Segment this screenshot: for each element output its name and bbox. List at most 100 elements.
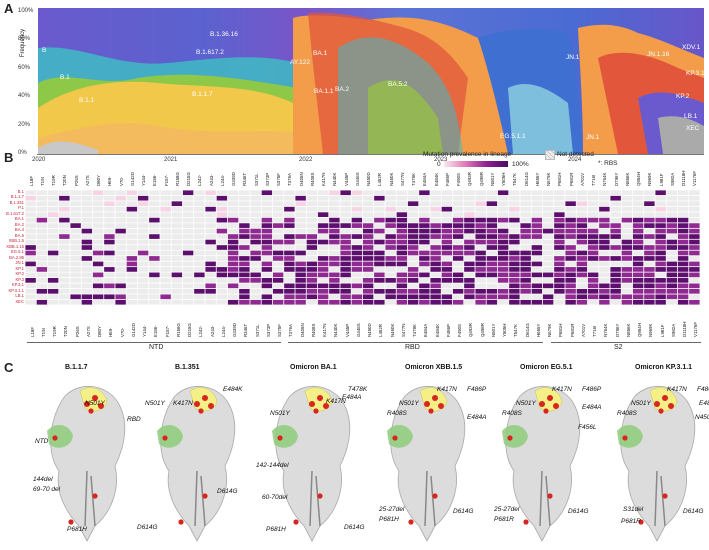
- heatmap-cell-empty: [295, 245, 306, 250]
- heatmap-cell-empty: [59, 299, 70, 305]
- region-s2: S2: [614, 344, 623, 351]
- heatmap-cell-empty: [644, 212, 655, 217]
- heatmap-cell-empty: [486, 278, 498, 283]
- lineage-label: BA.5: [14, 232, 24, 238]
- heatmap-cell: [396, 278, 408, 283]
- heatmap-cell-empty: [531, 239, 543, 245]
- heatmap-cell-empty: [396, 190, 408, 196]
- heatmap-cell-empty: [542, 195, 554, 201]
- heatmap-cell: [216, 212, 228, 217]
- mutation-label-bottom: F486P: [445, 324, 451, 337]
- mutation-label-top: S477N: [399, 172, 405, 186]
- mutation-heatmap: [25, 190, 700, 305]
- heatmap-cell-empty: [576, 283, 588, 289]
- heatmap-cell-empty: [689, 294, 700, 300]
- heatmap-cell: [182, 190, 194, 196]
- mutation-label-top: K417N: [321, 172, 327, 186]
- heatmap-cell-empty: [171, 234, 183, 239]
- mutation-label-bottom: D80Y: [97, 326, 103, 337]
- heatmap-cell: [576, 272, 588, 278]
- heatmap-cell: [115, 195, 126, 201]
- mutation-label-bottom: A27S: [85, 326, 91, 337]
- heatmap-cell: [599, 283, 610, 289]
- heatmap-cell-empty: [576, 195, 588, 201]
- mutation-annotation: N501Y: [631, 400, 651, 407]
- mutation-label-bottom: N440K: [333, 323, 339, 337]
- heatmap-cell-empty: [182, 217, 194, 223]
- heatmap-cell: [396, 245, 408, 250]
- heatmap-cell: [632, 261, 644, 267]
- heatmap-cell-empty: [340, 212, 351, 217]
- heatmap-cell: [351, 206, 363, 212]
- heatmap-cell: [554, 239, 565, 245]
- heatmap-cell: [329, 228, 340, 234]
- heatmap-cell: [81, 256, 93, 261]
- heatmap-cell-empty: [149, 278, 160, 283]
- heatmap-cell-empty: [160, 278, 171, 283]
- heatmap-cell-empty: [81, 223, 93, 228]
- heatmap-cell-empty: [160, 288, 171, 294]
- heatmap-cell-empty: [576, 206, 588, 212]
- heatmap-cell-empty: [104, 212, 115, 217]
- heatmap-cell-empty: [36, 245, 48, 250]
- heatmap-cell-empty: [194, 267, 205, 272]
- heatmap-cell-empty: [306, 217, 318, 223]
- heatmap-cell-empty: [531, 206, 543, 212]
- heatmap-cell-empty: [340, 195, 351, 201]
- heatmap-cell-empty: [92, 206, 104, 212]
- heatmap-cell-empty: [261, 195, 273, 201]
- stream-label: BA.2: [335, 86, 350, 93]
- heatmap-cell-empty: [441, 195, 453, 201]
- heatmap-cell-empty: [677, 206, 689, 212]
- heatmap-cell-empty: [47, 206, 59, 212]
- heatmap-cell-empty: [137, 267, 149, 272]
- stream-label: B.1: [60, 74, 70, 81]
- heatmap-cell: [126, 267, 138, 272]
- panel-b-letter: B: [4, 150, 14, 165]
- heatmap-cell-empty: [182, 212, 194, 217]
- heatmap-cell-empty: [59, 272, 70, 278]
- mutation-label-top: N764K: [602, 172, 608, 186]
- heatmap-cell-empty: [610, 239, 621, 245]
- heatmap-cell: [599, 223, 610, 228]
- lineage-label: B.1: [17, 189, 24, 194]
- heatmap-cell: [407, 272, 419, 278]
- heatmap-cell-empty: [59, 256, 70, 261]
- heatmap-cell: [374, 261, 385, 267]
- heatmap-cell: [655, 256, 666, 261]
- heatmap-cell-empty: [576, 190, 588, 196]
- heatmap-cell-empty: [239, 217, 250, 223]
- heatmap-cell-empty: [452, 283, 464, 289]
- heatmap-cell-empty: [182, 239, 194, 245]
- heatmap-cell: [272, 256, 284, 261]
- heatmap-cell: [104, 234, 115, 239]
- heatmap-cell: [576, 256, 588, 261]
- heatmap-cell-empty: [126, 299, 138, 305]
- heatmap-cell-empty: [464, 195, 475, 201]
- heatmap-cell: [610, 223, 621, 228]
- heatmap-cell: [542, 299, 554, 305]
- heatmap-cell: [475, 272, 486, 278]
- heatmap-cell-empty: [216, 283, 228, 289]
- heatmap-cell-empty: [385, 283, 396, 289]
- x-tick-label: 2020: [32, 157, 46, 163]
- heatmap-cell: [239, 223, 250, 228]
- heatmap-cell: [407, 250, 419, 256]
- heatmap-cell: [599, 234, 610, 239]
- heatmap-cell: [385, 239, 396, 245]
- heatmap-cell: [261, 190, 273, 196]
- heatmap-cell: [531, 272, 543, 278]
- heatmap-cell: [351, 250, 363, 256]
- heatmap-cell-empty: [126, 201, 138, 207]
- mutation-annotation: P681H: [67, 526, 87, 533]
- mutation-label-bottom: T19I: [40, 328, 46, 337]
- mutation-label-top: D796Y: [613, 172, 619, 186]
- heatmap-cell: [441, 261, 453, 267]
- heatmap-cell-empty: [59, 250, 70, 256]
- heatmap-cell: [92, 250, 104, 256]
- heatmap-cell-empty: [542, 278, 554, 283]
- heatmap-cell: [689, 283, 700, 289]
- heatmap-cell-empty: [272, 212, 284, 217]
- heatmap-cell-empty: [182, 245, 194, 250]
- heatmap-cell-empty: [385, 212, 396, 217]
